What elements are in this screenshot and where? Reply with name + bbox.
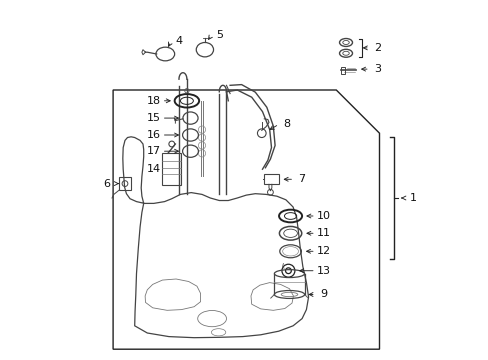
Text: 15: 15 bbox=[146, 113, 161, 123]
Text: 12: 12 bbox=[316, 246, 330, 256]
Text: 18: 18 bbox=[146, 96, 161, 106]
Text: 3: 3 bbox=[373, 64, 381, 74]
Text: 6: 6 bbox=[103, 179, 110, 189]
Text: 9: 9 bbox=[320, 289, 326, 300]
Text: 5: 5 bbox=[215, 30, 223, 40]
Text: 13: 13 bbox=[316, 266, 330, 276]
Bar bbox=[162, 153, 181, 185]
Text: 2: 2 bbox=[373, 43, 381, 53]
Text: 10: 10 bbox=[316, 211, 330, 221]
Text: 4: 4 bbox=[175, 36, 182, 46]
Text: 11: 11 bbox=[316, 228, 330, 238]
Text: 8: 8 bbox=[283, 119, 290, 129]
Text: 7: 7 bbox=[298, 174, 305, 184]
Text: 1: 1 bbox=[408, 193, 416, 203]
Text: 16: 16 bbox=[146, 130, 161, 140]
Text: 14: 14 bbox=[146, 164, 161, 174]
Bar bbox=[340, 67, 344, 74]
Text: 17: 17 bbox=[146, 146, 161, 156]
